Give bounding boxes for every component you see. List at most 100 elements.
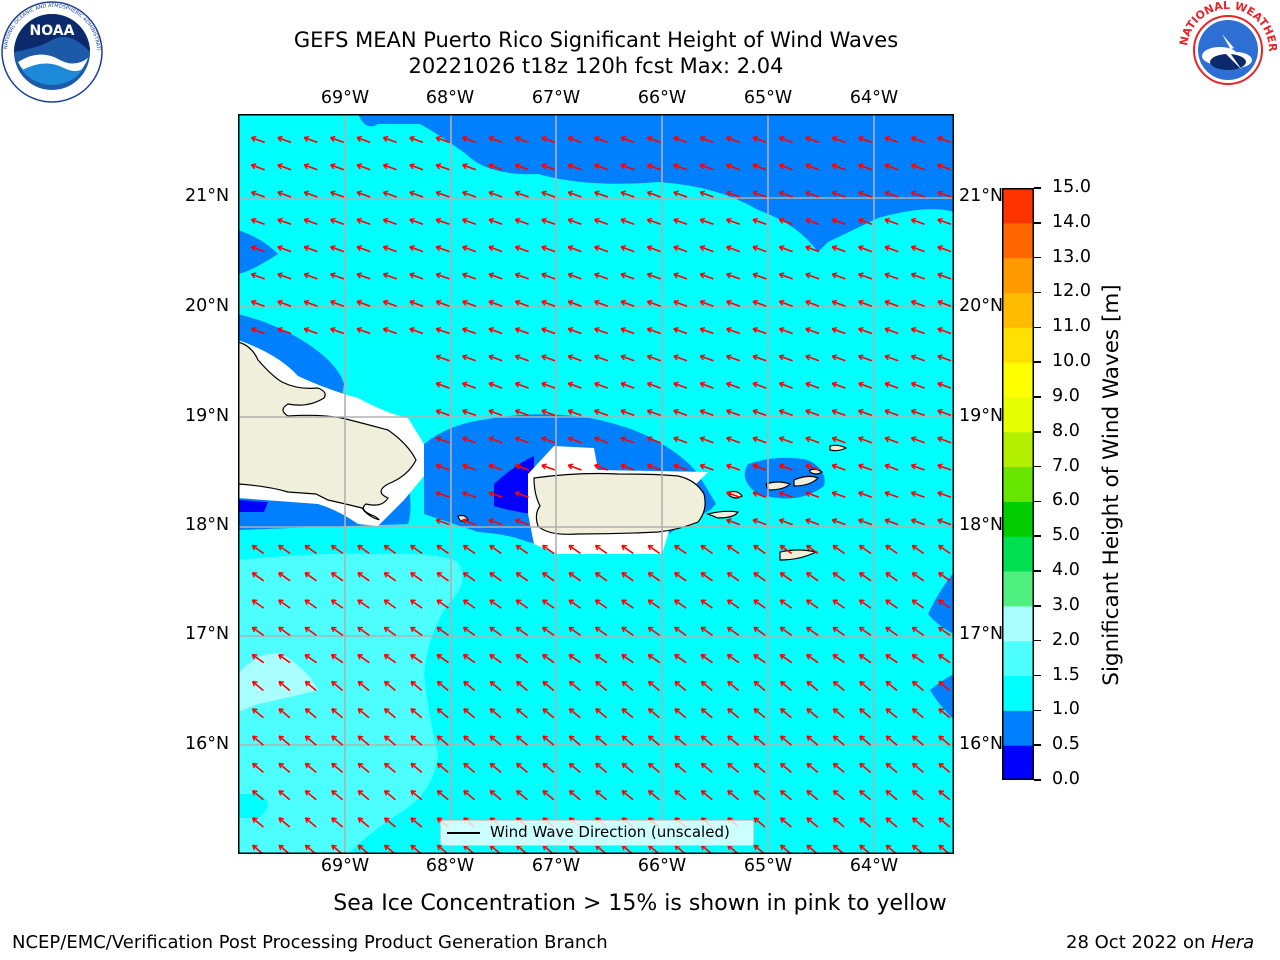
wave-arrow: [357, 572, 370, 582]
wave-arrow: [331, 572, 344, 582]
wave-arrow: [620, 327, 635, 335]
wave-arrow-head: [303, 272, 310, 279]
wave-arrow-head: [594, 544, 601, 551]
wave-arrow-head: [778, 245, 785, 252]
wave-arrow-head: [462, 135, 468, 142]
wave-arrow: [383, 273, 397, 280]
wave-arrow: [251, 626, 265, 637]
wave-arrow: [938, 654, 951, 664]
wave-arrow: [674, 762, 687, 774]
wave-arrow: [277, 191, 292, 198]
wave-arrow: [673, 327, 688, 335]
wave-arrow: [383, 191, 397, 198]
wave-arrow-head: [620, 135, 627, 142]
colorbar-tick-mark: [1034, 639, 1041, 642]
wave-arrow-head: [753, 844, 760, 851]
wave-arrow: [436, 790, 449, 801]
land-hispaniola: [238, 341, 417, 521]
wave-arrow-head: [489, 790, 496, 796]
wave-arrow-head: [567, 272, 574, 279]
wave-arrow: [357, 762, 370, 774]
wave-arrow-head: [673, 436, 679, 443]
wave-arrow-head: [435, 163, 442, 170]
wave-arrow: [567, 437, 582, 444]
wave-arrow: [542, 735, 555, 746]
wave-arrow-head: [251, 626, 258, 633]
colorbar-tick-label: 5.0: [1052, 525, 1080, 546]
lat-tick-right-3: 19°N: [959, 406, 1004, 426]
wave-arrow: [515, 273, 529, 280]
wave-arrow: [647, 382, 661, 389]
wave-arrow-head: [674, 762, 681, 769]
wave-arrow-head: [726, 327, 732, 334]
wave-arrow-head: [858, 408, 864, 415]
wave-arrow-head: [832, 735, 839, 742]
wave-arrow: [938, 708, 951, 719]
wave-arrow: [699, 464, 714, 471]
wave-arrow: [832, 572, 845, 582]
wave-arrow-head: [937, 408, 943, 415]
wave-arrow-head: [541, 436, 547, 443]
wave-arrow-head: [488, 408, 495, 415]
wave-arrow: [620, 300, 635, 307]
wave-arrow: [858, 437, 873, 444]
wave-arrow: [780, 680, 792, 692]
wave-arrow: [647, 218, 661, 226]
wave-arrow: [859, 817, 872, 828]
wave-arrow-head: [410, 762, 417, 769]
colorbar-label: Significant Height of Wind Waves [m]: [1099, 284, 1124, 686]
wave-arrow-head: [463, 762, 469, 769]
wave-arrow-head: [462, 544, 469, 551]
wave-arrow-head: [304, 599, 311, 605]
wave-arrow: [594, 164, 609, 171]
colorbar-tick-label: 8.0: [1052, 420, 1080, 441]
wave-arrow: [699, 300, 714, 307]
wave-arrow: [779, 327, 793, 335]
wave-arrow-head: [621, 626, 627, 633]
wave-arrow-head: [488, 354, 495, 361]
wave-arrow-head: [884, 163, 891, 170]
wave-arrow: [620, 246, 635, 253]
wave-arrow-head: [356, 163, 363, 170]
wave-arrow: [726, 464, 741, 471]
wave-arrow-head: [806, 844, 813, 851]
wave-arrow: [699, 164, 714, 171]
wave-arrow-head: [515, 762, 522, 769]
wave-arrow: [805, 246, 820, 253]
wave-arrow: [779, 654, 793, 664]
wave-arrow-head: [383, 626, 390, 633]
wave-arrow-head: [621, 572, 627, 578]
wave-arrow-head: [330, 327, 336, 334]
wave-arrow-head: [700, 626, 707, 633]
wave-arrow: [331, 544, 344, 555]
wave-arrow-head: [727, 708, 733, 714]
wave-arrow-head: [805, 381, 811, 388]
wave-arrow: [858, 382, 873, 389]
wave-arrow: [489, 572, 502, 582]
wave-arrow-head: [330, 654, 337, 660]
colorbar-tick-label: 9.0: [1052, 385, 1080, 406]
wave-arrow-head: [806, 817, 813, 823]
colorbar-bin: [1002, 257, 1034, 293]
wave-arrow: [726, 191, 741, 198]
wave-arrow-head: [435, 354, 442, 361]
wave-arrow-head: [514, 463, 521, 470]
wave-arrow-head: [752, 245, 759, 252]
wave-arrow: [410, 680, 423, 692]
wave-arrow-head: [514, 272, 521, 279]
wind-wave-arrows: [250, 135, 952, 854]
wave-arrow: [356, 191, 371, 198]
wave-arrow: [806, 790, 819, 801]
wave-arrow: [674, 790, 687, 801]
wave-arrow: [752, 464, 767, 471]
wave-arrow-head: [726, 245, 732, 252]
wave-arrow: [753, 654, 766, 664]
wave-arrow: [673, 382, 688, 389]
wave-arrow-head: [331, 844, 337, 851]
colorbar-bin: [1002, 188, 1034, 224]
wave-arrow: [410, 599, 423, 609]
wave-arrow-head: [778, 163, 785, 170]
wave-arrow: [278, 790, 291, 801]
wave-arrow-head: [674, 790, 681, 796]
wave-arrow: [674, 680, 687, 692]
